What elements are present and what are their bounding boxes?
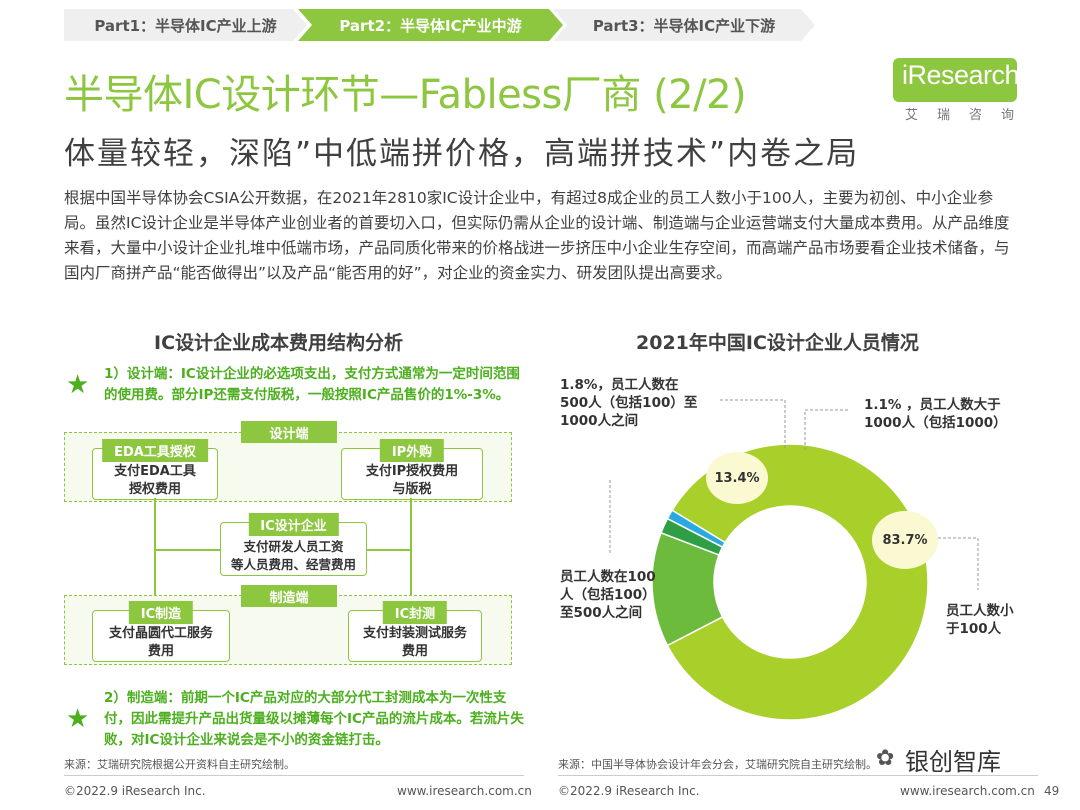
connector-line [410,498,412,604]
breadcrumb-part3[interactable]: Part3：半导体IC产业下游 [553,9,815,41]
connector-line [154,549,220,551]
ic-package-box-title: IC封测 [382,601,448,624]
divider [558,775,1038,776]
footer-copyright-left: ©2022.9 iResearch Inc. [64,784,206,798]
center-box-title: IC设计企业 [248,513,339,536]
ic-manufacture-box: IC制造 支付晶圆代工服务 费用 [92,601,230,662]
donut-chart [651,443,929,721]
manufacture-note: 2）制造端：前期一个IC产品对应的大部分代工封测成本为一次性支付，因此需提升产品… [104,690,524,748]
label-gt1000: 1.1% ，员工人数大于 1000人（包括1000） [864,397,1007,431]
footer-url-left: www.iresearch.com.cn [397,784,532,798]
ip-box: IP外购 支付IP授权费用 与版税 [341,439,483,500]
star-icon: ★ [66,370,90,400]
logo-subtext: 艾瑞咨询 [905,108,1034,123]
eda-box-text: 支付EDA工具 授权费用 [114,464,196,497]
connector-line [365,549,411,551]
left-source: 来源：艾瑞研究院根据公开资料自主研究绘制。 [64,758,295,771]
label-500-1000: 1.8%，员工人数在 500人（包括100）至 1000人之间 [560,377,698,429]
body-paragraph: 根据中国半导体协会CSIA公开数据，在2021年2810家IC设计企业中，有超过… [64,189,1010,282]
bubble-13-4: 13.4% [706,452,768,504]
center-box: IC设计企业 支付研发人员工资 等人员费用、经营费用 [220,513,367,576]
left-section-heading: IC设计企业成本费用结构分析 [154,332,404,354]
ic-package-box-text: 支付封装测试服务 费用 [362,626,467,659]
page-number: 49 [1044,784,1060,798]
logo [893,58,1017,102]
donut-slice [666,443,929,721]
page-title: 半导体IC设计环节—Fabless厂商 (2/2) [64,72,747,118]
right-section-heading: 2021年中国IC设计企业人员情况 [636,332,919,354]
wechat-icon: ✿ [876,746,895,771]
ic-package-box: IC封测 支付封装测试服务 费用 [348,601,482,662]
breadcrumb-part1[interactable]: Part1：半导体IC产业上游 [64,9,307,41]
breadcrumb-part2[interactable]: Part2：半导体IC产业中游 [298,9,563,41]
manufacture-tag: 制造端 [241,585,337,607]
ic-manufacture-box-text: 支付晶圆代工服务 费用 [108,626,213,659]
watermark: 银创智库 [905,748,1001,776]
ip-box-title: IP外购 [379,439,445,462]
ic-manufacture-box-title: IC制造 [128,601,194,624]
center-box-text: 支付研发人员工资 等人员费用、经营费用 [230,539,356,572]
star-icon: ★ [66,704,90,734]
label-100-500: 员工人数在100 人（包括100） 至500人之间 [560,569,656,621]
design-tag: 设计端 [241,421,337,443]
bubble-83-7: 83.7% [872,511,938,569]
eda-box-title: EDA工具授权 [102,439,208,462]
label-lt100: 员工人数小 于100人 [946,603,1014,637]
logo-text: iResearch [902,60,1020,90]
donut-slice [666,509,727,549]
connector-line [154,498,156,604]
eda-box: EDA工具授权 支付EDA工具 授权费用 [92,439,218,500]
leader-lines [609,399,979,590]
ip-box-text: 支付IP授权费用 与版税 [365,464,459,497]
divider [64,775,524,776]
page-subtitle: 体量较轻，深陷”中低端拼价格，高端拼技术”内卷之局 [64,136,860,172]
design-note: 1）设计端：IC设计企业的必选项支出，支付方式通常为一定时间范围的使用费。部分I… [104,366,520,403]
right-source: 来源：中国半导体协会设计年会分会，艾瑞研究院自主研究绘制。 [558,758,877,771]
footer-url-right: www.iresearch.com.cn [900,784,1035,798]
footer-copyright-right: ©2022.9 iResearch Inc. [558,784,700,798]
